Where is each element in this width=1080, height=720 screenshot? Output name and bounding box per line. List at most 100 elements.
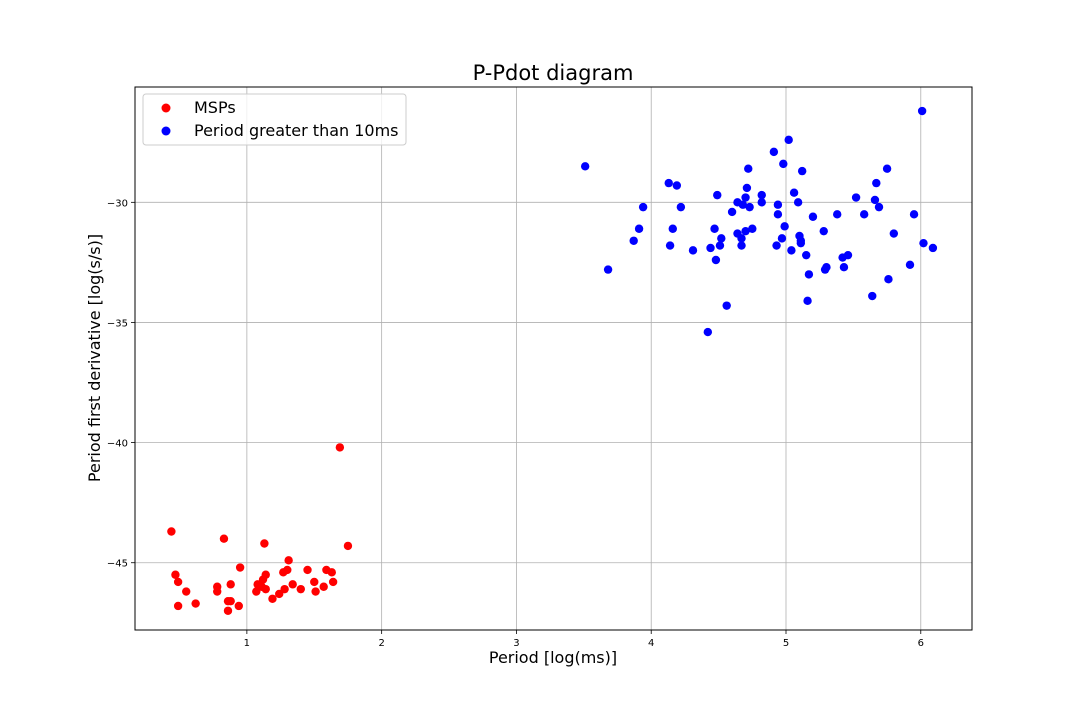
long-period-point: [808, 212, 818, 221]
msp-point: [226, 596, 235, 606]
long-period-point: [769, 147, 779, 157]
long-period-point: [772, 241, 781, 250]
legend-box: [142, 93, 407, 146]
long-period-point: [889, 229, 899, 238]
y-tick-label: −35: [107, 318, 128, 329]
y-tick-label: −40: [107, 439, 128, 450]
long-period-point: [859, 210, 869, 219]
x-tick-label: 2: [378, 638, 384, 649]
long-period-point: [773, 200, 783, 209]
long-period-point: [789, 188, 799, 197]
long-period-point: [874, 202, 884, 212]
msp-point: [235, 563, 245, 572]
msp-point: [223, 606, 233, 615]
long-period-point: [784, 135, 793, 145]
msp-point: [268, 594, 277, 603]
long-period-point: [787, 246, 796, 255]
long-period-point: [710, 224, 719, 233]
long-period-point: [882, 164, 892, 173]
msp-point: [182, 587, 191, 596]
long-period-point: [843, 250, 853, 260]
y-axis-label: Period first derivative [log(s/s)]: [85, 234, 104, 482]
long-period-point: [793, 198, 803, 207]
long-period-point: [748, 224, 757, 233]
long-period-point: [603, 265, 613, 274]
long-period-point: [777, 234, 787, 243]
legend-label-long-period: Period greater than 10ms: [194, 121, 399, 140]
long-period-point: [711, 255, 721, 265]
long-period-point: [905, 260, 915, 269]
msp-point: [167, 527, 176, 536]
msp-point: [173, 577, 183, 587]
x-tick-label: 1: [244, 638, 250, 649]
long-period-point: [919, 238, 928, 248]
msp-point: [319, 582, 328, 591]
long-period-point: [928, 243, 938, 253]
legend-marker-long-period: [161, 126, 171, 136]
msp-point: [343, 541, 353, 551]
long-period-point: [884, 275, 893, 284]
msp-point: [173, 601, 183, 611]
long-period-point: [715, 241, 725, 250]
data-points: [167, 106, 938, 615]
long-period-point: [872, 178, 881, 188]
legend: MSPs Period greater than 10ms: [142, 93, 407, 146]
long-period-point: [737, 234, 746, 243]
long-period-point: [703, 327, 713, 337]
long-period-point: [917, 106, 927, 116]
msp-point: [288, 580, 297, 589]
long-period-point: [773, 210, 783, 219]
msp-point: [296, 584, 305, 594]
long-period-point: [819, 226, 828, 236]
msp-point: [311, 587, 320, 596]
long-period-point: [804, 270, 814, 279]
x-tick-label: 5: [783, 638, 789, 649]
msp-point: [191, 599, 200, 608]
msp-point: [335, 443, 345, 452]
msp-point: [283, 565, 292, 575]
long-period-point: [833, 210, 842, 219]
long-period-point: [676, 202, 686, 212]
long-period-point: [664, 178, 673, 188]
long-period-point: [665, 241, 675, 250]
x-tick-label: 3: [513, 638, 519, 649]
long-period-point: [638, 202, 648, 212]
long-period-point: [744, 164, 753, 173]
axis-ticks: 1 2 3 4 5 6 −30 −35 −40 −45: [107, 198, 924, 649]
long-period-point: [706, 243, 715, 253]
long-period-point: [580, 162, 590, 171]
long-period-point: [780, 222, 789, 231]
long-period-point: [717, 234, 726, 243]
long-period-point: [802, 250, 811, 260]
long-period-point: [722, 301, 731, 310]
legend-label-msps: MSPs: [194, 98, 236, 117]
msp-point: [261, 570, 270, 579]
x-tick-label: 6: [918, 638, 924, 649]
long-period-point: [737, 241, 746, 250]
msp-point: [234, 601, 243, 611]
long-period-point: [745, 202, 754, 212]
msp-point: [284, 556, 293, 565]
msp-point: [303, 565, 312, 575]
long-period-point: [629, 236, 638, 245]
msp-point: [171, 570, 180, 579]
msp-point: [261, 584, 270, 594]
long-period-point: [727, 207, 737, 217]
long-period-point: [757, 190, 766, 200]
msp-point: [260, 539, 269, 548]
long-period-point: [803, 296, 812, 306]
msp-point: [275, 589, 284, 599]
long-period-point: [796, 238, 806, 248]
msp-point: [310, 577, 319, 587]
plot-frame: [134, 86, 973, 631]
long-period-point: [868, 291, 877, 301]
x-axis-label: Period [log(ms)]: [489, 648, 617, 667]
long-period-point: [672, 181, 682, 190]
y-tick-label: −30: [107, 198, 128, 209]
long-period-point: [741, 226, 750, 236]
grid: [135, 87, 972, 630]
msp-point: [280, 584, 289, 594]
long-period-point: [713, 190, 722, 200]
long-period-point: [839, 262, 849, 272]
